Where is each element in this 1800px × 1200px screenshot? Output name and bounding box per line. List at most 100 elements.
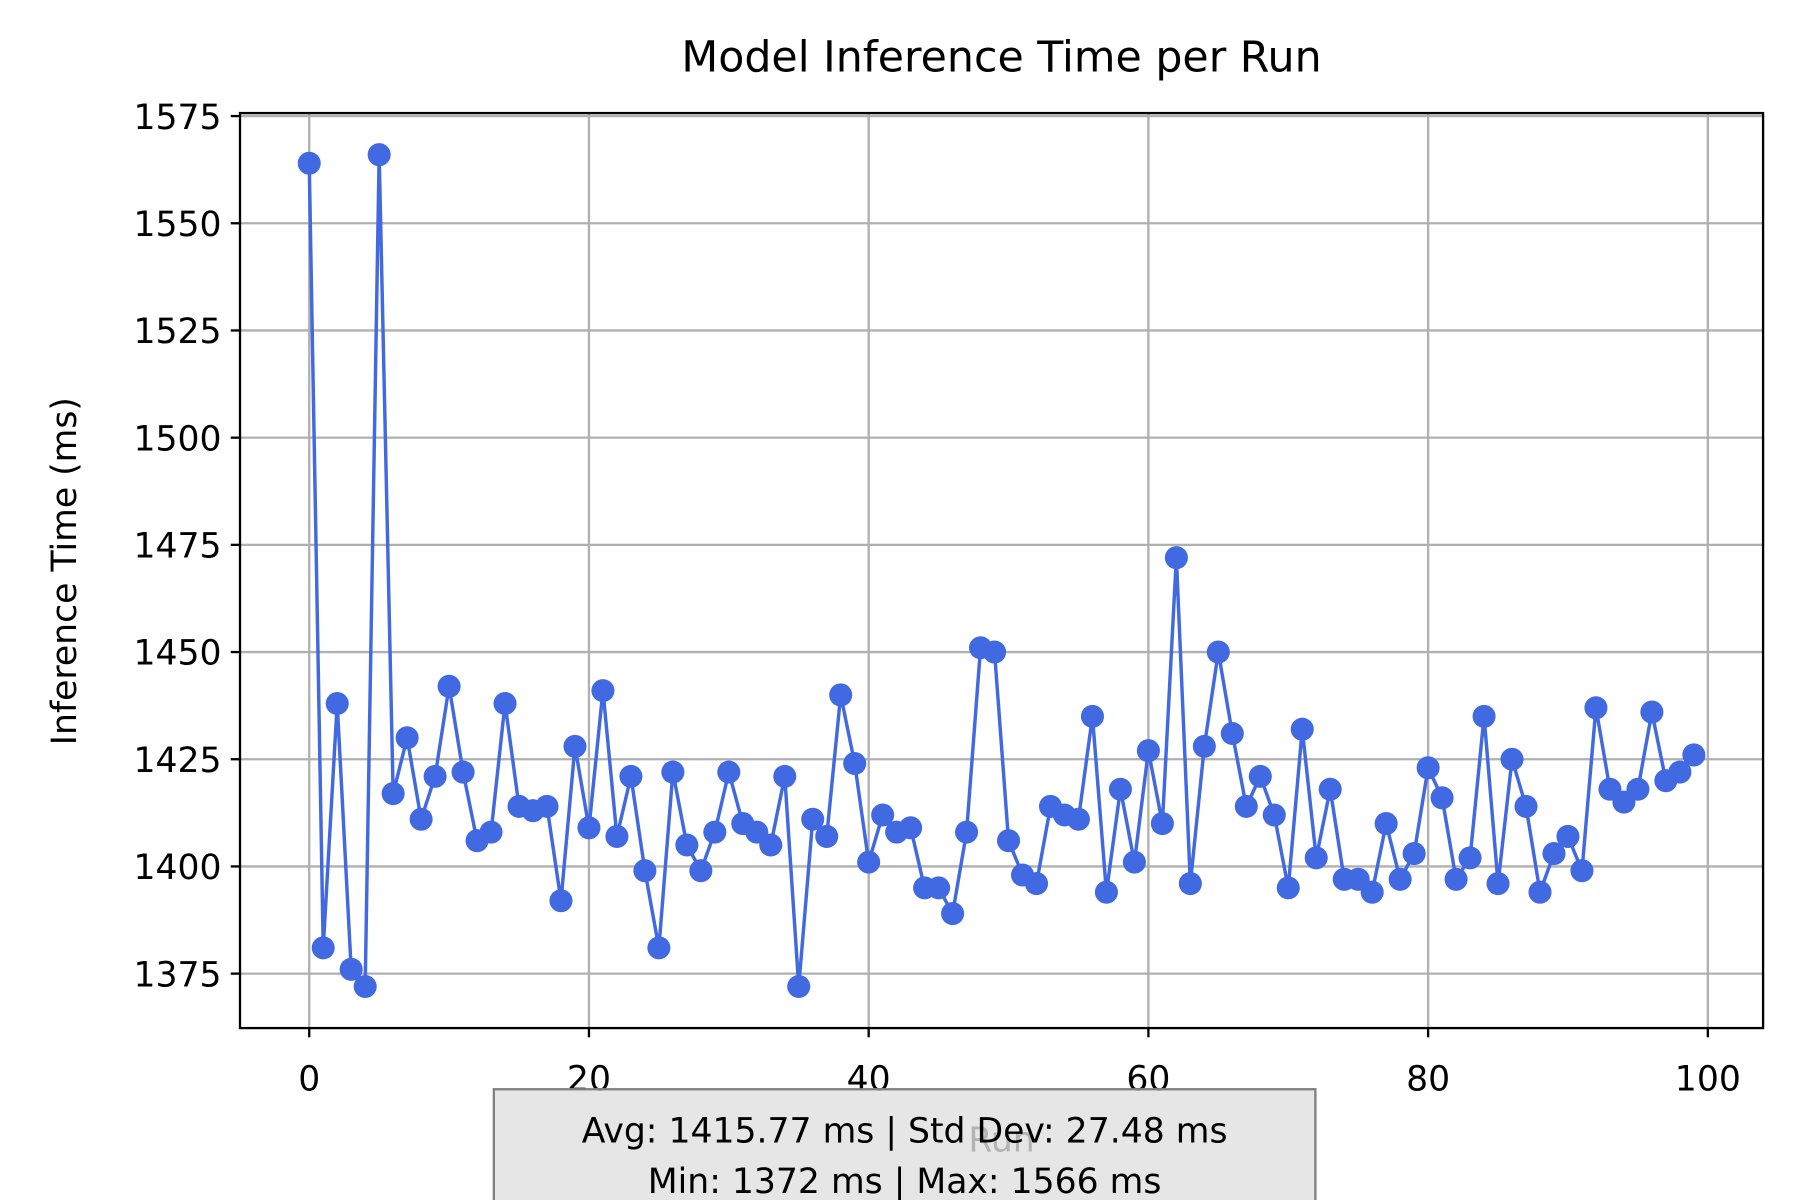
- data-point: [479, 820, 503, 844]
- data-point: [619, 764, 643, 788]
- data-point: [1150, 812, 1174, 836]
- data-point: [1402, 842, 1426, 866]
- y-tick-label: 1575: [133, 98, 221, 138]
- data-point: [1570, 859, 1594, 883]
- data-point: [717, 760, 741, 784]
- data-point: [381, 782, 405, 806]
- data-point: [1206, 640, 1230, 664]
- y-tick-label: 1400: [133, 848, 221, 888]
- annotation-background: [492, 1088, 1317, 1200]
- data-point: [899, 816, 923, 840]
- data-point: [857, 850, 881, 874]
- data-point: [787, 974, 811, 999]
- data-point: [955, 820, 979, 844]
- data-point: [437, 674, 461, 698]
- data-point: [1514, 794, 1538, 818]
- y-tick-label: 1450: [133, 634, 221, 674]
- data-point: [1108, 777, 1132, 801]
- data-point: [1262, 803, 1286, 827]
- data-point: [1094, 880, 1118, 904]
- data-point: [1626, 777, 1650, 801]
- data-point: [1388, 867, 1412, 891]
- data-point: [535, 794, 559, 818]
- data-point: [1136, 739, 1160, 763]
- x-tick-label: 100: [1675, 1059, 1741, 1099]
- data-point: [367, 143, 391, 167]
- y-tick-label: 1475: [133, 527, 221, 567]
- data-point: [395, 726, 419, 750]
- data-point: [703, 820, 727, 844]
- data-point: [1430, 786, 1454, 810]
- data-point: [1374, 812, 1398, 836]
- data-point: [829, 683, 853, 707]
- data-point: [675, 833, 699, 857]
- y-tick-label: 1550: [133, 205, 221, 245]
- data-point: [1458, 846, 1482, 870]
- data-point: [661, 760, 685, 784]
- data-point: [549, 889, 573, 913]
- data-point: [423, 764, 447, 788]
- data-point: [815, 824, 839, 848]
- data-point: [1220, 721, 1244, 746]
- data-point: [409, 807, 433, 831]
- data-point: [1640, 700, 1664, 724]
- data-point: [759, 833, 783, 857]
- data-point: [647, 936, 671, 960]
- data-point: [927, 876, 951, 900]
- data-point: [353, 974, 377, 999]
- chart-title: Model Inference Time per Run: [681, 33, 1321, 83]
- data-point: [633, 859, 657, 883]
- data-point: [1556, 824, 1580, 848]
- data-point: [843, 751, 867, 776]
- data-point: [1668, 760, 1692, 784]
- data-point: [1486, 872, 1510, 896]
- data-point: [1248, 764, 1272, 788]
- data-point: [1528, 880, 1552, 904]
- data-point: [1360, 880, 1384, 904]
- data-point: [1584, 696, 1608, 720]
- y-tick-label: 1425: [133, 741, 221, 781]
- data-point: [493, 691, 517, 716]
- data-point: [1304, 846, 1328, 870]
- data-point: [577, 816, 601, 840]
- data-point: [339, 957, 363, 981]
- x-tick-label: 0: [298, 1059, 320, 1099]
- data-point: [1066, 807, 1090, 831]
- data-point: [297, 151, 321, 175]
- data-point: [311, 936, 335, 960]
- plot-frame: [238, 111, 1765, 1030]
- data-point: [1234, 794, 1258, 818]
- y-tick-label: 1375: [133, 955, 221, 995]
- annotation-text: Min: 1372 ms | Max: 1566 ms: [648, 1162, 1162, 1200]
- data-point: [605, 824, 629, 848]
- data-point: [451, 760, 475, 784]
- data-point: [1164, 546, 1188, 570]
- annotation-text: Avg: 1415.77 ms | Std Dev: 27.48 ms: [582, 1111, 1228, 1151]
- data-point: [1500, 747, 1524, 771]
- data-point: [801, 807, 825, 831]
- data-point: [1444, 867, 1468, 891]
- data-point: [996, 829, 1021, 853]
- data-point: [773, 764, 797, 788]
- data-line: [307, 154, 1696, 992]
- data-point: [1318, 777, 1342, 801]
- data-point: [1024, 872, 1049, 896]
- data-point: [1290, 717, 1314, 741]
- data-point: [1178, 872, 1202, 896]
- data-point: [563, 734, 587, 758]
- y-tick-label: 1500: [133, 419, 221, 459]
- y-tick-label: 1525: [133, 312, 221, 352]
- data-point: [591, 679, 615, 703]
- data-point: [1276, 876, 1300, 900]
- data-point: [1080, 704, 1104, 728]
- data-point: [871, 803, 895, 827]
- data-point: [1682, 743, 1706, 767]
- data-point: [1122, 850, 1146, 874]
- data-point: [1192, 734, 1216, 758]
- data-point: [1416, 756, 1440, 780]
- annotation-box: Avg: 1415.77 ms | Std Dev: 27.48 ms Min: …: [492, 1088, 1317, 1200]
- data-point: [941, 902, 965, 926]
- data-point: [325, 691, 349, 716]
